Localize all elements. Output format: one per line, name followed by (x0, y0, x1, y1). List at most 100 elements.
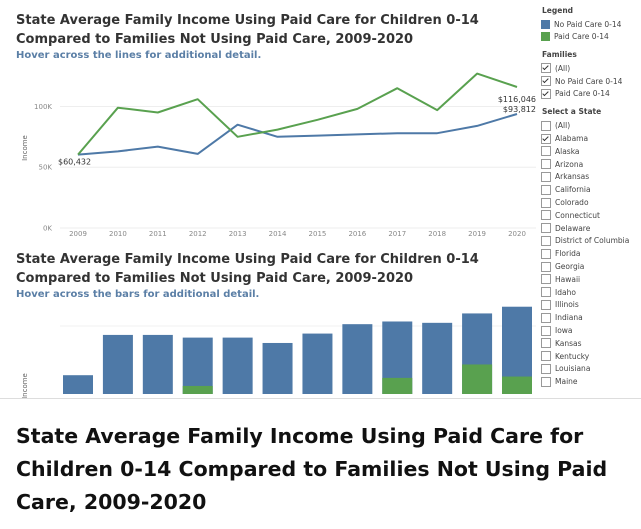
state-option-georgia[interactable]: Georgia (541, 260, 641, 273)
checkbox[interactable] (541, 223, 551, 234)
legend-swatch-blue (541, 19, 550, 29)
checkbox[interactable] (541, 376, 551, 387)
bar-paid-care (502, 376, 532, 394)
state-option-connecticut[interactable]: Connecticut (541, 209, 641, 222)
legend-label: Paid Care 0-14 (554, 31, 609, 41)
checkbox-label: Louisiana (555, 364, 591, 374)
y-axis-title: Income (21, 373, 29, 399)
checkbox[interactable] (541, 146, 551, 157)
legend-item-no-paid-care[interactable]: No Paid Care 0-14 (541, 18, 641, 30)
checkbox-label: Arkansas (555, 172, 590, 182)
checkbox[interactable] (541, 197, 551, 208)
data-label: $60,432 (58, 158, 91, 167)
checkbox[interactable] (541, 338, 551, 349)
x-tick-label: 2013 (229, 230, 247, 238)
state-option-illinois[interactable]: Illinois (541, 299, 641, 312)
state-option-idaho[interactable]: Idaho (541, 286, 641, 299)
state-option-district-of-columbia[interactable]: District of Columbia (541, 235, 641, 248)
checkbox[interactable] (541, 248, 551, 259)
checkbox-label: Idaho (555, 287, 576, 297)
families-option-paid-care-0-14[interactable]: Paid Care 0-14 (541, 88, 641, 101)
bar-paid-care (382, 377, 413, 394)
checkbox-label: Florida (555, 249, 581, 259)
legend-title: Legend (542, 6, 574, 15)
checkbox-label: Paid Care 0-14 (555, 89, 610, 99)
checkbox[interactable] (541, 363, 551, 374)
state-option-arkansas[interactable]: Arkansas (541, 171, 641, 184)
checkbox-label: Illinois (555, 300, 579, 310)
checkbox-label: Kentucky (555, 351, 590, 361)
legend-swatch-green (541, 31, 550, 41)
checkbox[interactable] (541, 261, 551, 272)
y-axis-title: Income (21, 135, 29, 161)
x-tick-label: 2019 (468, 230, 486, 238)
checkbox[interactable] (541, 312, 551, 323)
data-label: $116,046 (498, 95, 536, 104)
bar-chart[interactable]: Income (0, 0, 541, 400)
state-option-alabama[interactable]: Alabama (541, 132, 641, 145)
checkbox[interactable] (541, 235, 551, 246)
x-tick-label: 2020 (508, 230, 526, 238)
state-option-florida[interactable]: Florida (541, 247, 641, 260)
state-option-kentucky[interactable]: Kentucky (541, 350, 641, 363)
state-option-indiana[interactable]: Indiana (541, 311, 641, 324)
filter-panel: Legend No Paid Care 0-14 Paid Care 0-14 … (541, 4, 641, 394)
bar-no-paid-care (222, 337, 253, 394)
state-option-louisiana[interactable]: Louisiana (541, 363, 641, 376)
checkbox[interactable] (541, 133, 551, 144)
state-option-all[interactable]: (All) (541, 119, 641, 132)
checkbox-label: (All) (555, 63, 571, 73)
bar-no-paid-care (102, 334, 133, 394)
state-option-arizona[interactable]: Arizona (541, 158, 641, 171)
checkbox-label: Connecticut (555, 210, 600, 220)
checkbox[interactable] (541, 76, 551, 87)
checkbox-label: Alabama (555, 134, 589, 144)
checkbox[interactable] (541, 325, 551, 336)
checkbox-label: Delaware (555, 223, 591, 233)
checkbox-label: Maine (555, 377, 578, 387)
line-chart[interactable]: 0K 50K 100K Income 2009 2010 2011 2012 2013 2014 2… (0, 0, 541, 245)
checkbox[interactable] (541, 159, 551, 170)
state-option-colorado[interactable]: Colorado (541, 196, 641, 209)
checkbox[interactable] (541, 210, 551, 221)
legend-item-paid-care[interactable]: Paid Care 0-14 (541, 30, 641, 42)
x-tick-label: 2016 (348, 230, 366, 238)
checkbox[interactable] (541, 171, 551, 182)
state-filter-title: Select a State (542, 107, 602, 117)
checkbox-label: Georgia (555, 262, 585, 272)
families-filter-title: Families (542, 50, 577, 59)
state-option-delaware[interactable]: Delaware (541, 222, 641, 235)
checkbox[interactable] (541, 287, 551, 298)
series-line-no-paid-care (77, 113, 518, 156)
bottom-chart-title: State Average Family Income Using Paid C… (16, 252, 479, 286)
checkbox[interactable] (541, 63, 551, 74)
state-option-maine[interactable]: Maine (541, 375, 641, 388)
state-option-california[interactable]: California (541, 183, 641, 196)
x-tick-label: 2018 (428, 230, 446, 238)
checkbox[interactable] (541, 274, 551, 285)
state-option-alaska[interactable]: Alaska (541, 145, 641, 158)
state-option-hawaii[interactable]: Hawaii (541, 273, 641, 286)
state-option-kansas[interactable]: Kansas (541, 337, 641, 350)
checkbox[interactable] (541, 299, 551, 310)
checkbox-label: California (555, 185, 591, 195)
y-tick-label: 50K (39, 164, 53, 172)
families-option-all[interactable]: (All) (541, 62, 641, 75)
x-tick-label: 2017 (388, 230, 406, 238)
state-option-iowa[interactable]: Iowa (541, 324, 641, 337)
checkbox-label: Colorado (555, 198, 589, 208)
checkbox-label: Kansas (555, 338, 582, 348)
bar-no-paid-care (63, 375, 93, 394)
data-label: $93,812 (503, 105, 536, 114)
bar-no-paid-care (182, 337, 213, 394)
checkbox[interactable] (541, 351, 551, 362)
families-option-no-paid-care-0-14[interactable]: No Paid Care 0-14 (541, 75, 641, 88)
state-filter-list: (All) Alabama Alaska Arizona Arkansas Califor… (541, 119, 641, 388)
checkbox[interactable] (541, 184, 551, 195)
checkbox[interactable] (541, 88, 551, 99)
divider (0, 398, 641, 399)
bar-no-paid-care (262, 342, 293, 394)
bar-paid-care (182, 385, 213, 394)
x-tick-label: 2015 (309, 230, 327, 238)
checkbox[interactable] (541, 120, 551, 131)
